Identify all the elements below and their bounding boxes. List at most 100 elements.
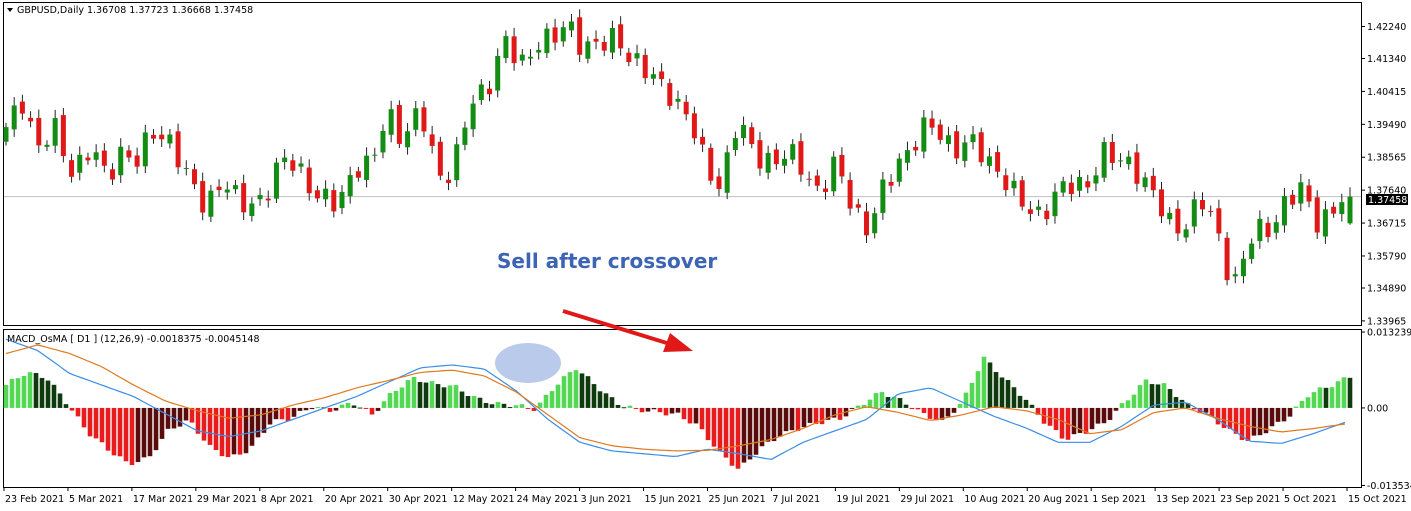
candle [200, 172, 206, 221]
candle [1167, 207, 1173, 225]
macd-bar [489, 404, 495, 408]
candle [249, 197, 255, 222]
macd-bar [1281, 407, 1287, 422]
macd-bar [573, 370, 579, 408]
candle [831, 151, 837, 197]
candle [478, 79, 484, 105]
macd-bar [855, 405, 861, 408]
macd-bar [801, 407, 807, 428]
macd-bar [147, 407, 153, 457]
candle [1322, 201, 1328, 244]
candle [1175, 200, 1181, 242]
candle [314, 185, 320, 203]
macd-bar [1011, 387, 1017, 408]
macd-bar [15, 378, 21, 408]
x-tick-label: 5 Mar 2021 [69, 494, 123, 505]
price-y-tick-label: 1.36715 [1367, 219, 1406, 230]
candle [470, 95, 476, 137]
macd-bar [255, 407, 261, 438]
candle [986, 147, 992, 174]
candle [85, 152, 91, 165]
candle [306, 159, 312, 201]
candle [462, 121, 468, 151]
macd-bar [615, 404, 621, 408]
x-tick-label: 20 Apr 2021 [325, 494, 384, 505]
macd-bar [669, 407, 675, 414]
candle [765, 145, 771, 180]
macd-bar [1107, 407, 1113, 420]
current-price-label: 1.37458 [1368, 195, 1407, 206]
price-header-text: GBPUSD,Daily 1.36708 1.37723 1.36668 1.3… [17, 5, 253, 16]
macd-bar [621, 407, 627, 409]
candle [823, 179, 829, 200]
candle [1257, 210, 1263, 249]
macd-bar [1071, 407, 1077, 435]
x-tick-label: 12 May 2021 [453, 494, 515, 505]
x-tick-label: 25 Jun 2021 [708, 494, 765, 505]
macd-bar [663, 407, 669, 416]
candle [1126, 150, 1132, 170]
candle [19, 94, 25, 120]
macd-bar [711, 407, 717, 447]
macd-bar [939, 407, 945, 420]
macd-bar [63, 404, 69, 408]
price-y-tick-label: 1.40415 [1367, 87, 1406, 98]
macd-bar [1227, 407, 1233, 429]
macd-header-text: MACD_OsMA [ D1 ] (12,26,9) -0.0018375 -0… [7, 334, 260, 345]
macd-bar [807, 407, 813, 423]
candle [1019, 175, 1025, 211]
macd-bar [429, 381, 435, 408]
macd-bar [273, 407, 279, 420]
x-tick-label: 1 Sep 2021 [1092, 494, 1146, 505]
macd-bar [495, 401, 501, 408]
macd-bar [867, 399, 873, 408]
candle [1159, 181, 1165, 224]
candle [241, 174, 247, 220]
macd-bar [525, 407, 531, 409]
candle [454, 136, 460, 187]
candle [716, 168, 722, 197]
candle [790, 139, 796, 165]
macd-bar [1035, 407, 1041, 415]
macd-bar [309, 407, 315, 410]
macd-bar [195, 407, 201, 434]
macd-bar [69, 407, 75, 411]
price-y-tick-label: 1.41340 [1367, 54, 1406, 65]
macd-histogram [3, 356, 1353, 469]
macd-bar [1161, 383, 1167, 408]
macd-bar [777, 407, 783, 437]
candle [355, 166, 361, 182]
x-tick-label: 17 Mar 2021 [133, 494, 193, 505]
macd-bar [435, 384, 441, 408]
candle [11, 97, 17, 137]
x-tick-label: 7 Jul 2021 [772, 494, 820, 505]
macd-bar [585, 376, 591, 408]
macd-bar [1131, 394, 1137, 408]
candle [945, 126, 951, 152]
candle [126, 145, 132, 163]
candle [659, 63, 665, 87]
macd-bar [693, 407, 699, 424]
macd-bar [537, 402, 543, 408]
dropdown-triangle-icon[interactable] [7, 8, 13, 12]
macd-bar [333, 407, 339, 411]
macd-bar [591, 384, 597, 408]
candle [175, 123, 181, 175]
macd-bar [879, 392, 885, 408]
candle [560, 21, 566, 47]
macd-bar [579, 373, 585, 408]
macd-bar [891, 396, 897, 408]
macd-bar [741, 407, 747, 463]
candle [28, 111, 34, 128]
macd-bar [201, 407, 207, 441]
candle [1273, 214, 1279, 240]
candle [1093, 166, 1099, 192]
macd-bar [1017, 395, 1023, 408]
candle [60, 107, 66, 163]
macd-bar [93, 407, 99, 439]
candle [937, 119, 943, 145]
macd-bar [1311, 392, 1317, 408]
candlestick-series [3, 9, 1353, 286]
macd-bar [441, 387, 447, 408]
candle [626, 47, 632, 67]
